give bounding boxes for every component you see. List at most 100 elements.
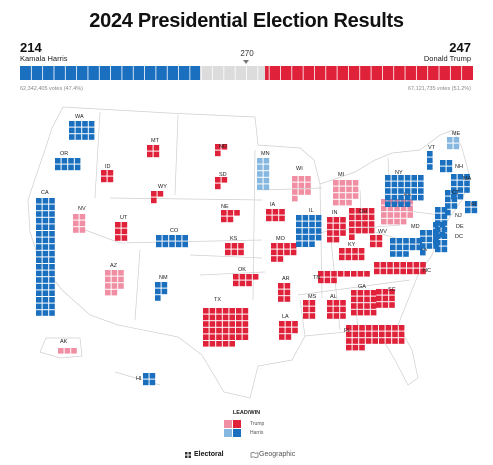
state-ga[interactable]: GA (351, 284, 377, 316)
state-la[interactable]: LA (279, 314, 298, 340)
electoral-vote-square (392, 325, 398, 331)
state-ut[interactable]: UT (115, 215, 128, 241)
electoral-vote-square (409, 244, 416, 251)
state-wa[interactable]: WA (69, 114, 95, 140)
electoral-vote-square (107, 170, 114, 176)
state-ak[interactable]: AK (58, 339, 77, 354)
electoral-vote-square (390, 251, 396, 257)
state-mi[interactable]: MI (333, 172, 359, 206)
electoral-vote-square (68, 158, 74, 164)
electoral-vote-square (216, 308, 222, 314)
electoral-vote-square (457, 174, 464, 180)
state-az[interactable]: AZ (105, 263, 124, 296)
state-ny[interactable]: NY (385, 170, 424, 207)
electoral-map: WA OR CA NV ID MT WY UT AZ CO NM ND SD NE KS OK TX MN IA MO… (27, 106, 478, 399)
state-ms[interactable]: MS (303, 294, 317, 319)
electoral-vote-square (426, 243, 433, 249)
state-ar[interactable]: AR (278, 276, 291, 302)
electoral-vote-square (277, 256, 284, 262)
electoral-vote-square (407, 212, 413, 218)
state-il[interactable]: IL (296, 208, 322, 247)
electoral-vote-square (333, 199, 339, 206)
state-wv[interactable]: WV (370, 229, 387, 248)
state-ks[interactable]: KS (225, 236, 244, 256)
electoral-vote-square (115, 222, 121, 228)
electoral-vote-square (351, 271, 357, 277)
state-tn[interactable]: TN (313, 271, 370, 284)
electoral-vote-square (324, 271, 331, 277)
electoral-vote-square (157, 191, 164, 197)
state-co[interactable]: CO (156, 228, 188, 248)
electoral-vote-square (209, 321, 216, 327)
geographic-view-button[interactable]: Geographic (248, 448, 321, 462)
electoral-vote-square (42, 217, 49, 224)
state-label: MN (261, 151, 270, 157)
state-mo[interactable]: MO (271, 236, 297, 262)
state-wy[interactable]: WY (151, 184, 167, 204)
state-ct[interactable]: CT (445, 190, 460, 216)
electoral-vote-square (315, 215, 322, 221)
map-icon (250, 452, 259, 458)
electoral-vote-square (55, 158, 61, 164)
state-dc[interactable]: DC (433, 232, 463, 245)
electoral-vote-square (379, 331, 385, 338)
electoral-vote-square (358, 254, 365, 261)
state-tx[interactable]: TX (203, 297, 249, 347)
state-wi[interactable]: WI (292, 166, 311, 202)
electoral-vote-square (394, 218, 400, 225)
electoral-vote-square (327, 223, 333, 230)
electoral-view-button[interactable]: Electoral (183, 448, 248, 462)
electoral-vote-square (420, 262, 426, 268)
state-label: UT (120, 215, 128, 221)
state-nd[interactable]: ND (215, 144, 228, 157)
state-vt[interactable]: VT (427, 145, 436, 170)
state-al[interactable]: AL (327, 294, 346, 319)
electoral-vote-square (464, 187, 470, 193)
state-sc[interactable]: SC (376, 287, 396, 308)
electoral-vote-square (433, 232, 439, 238)
electoral-vote-square (381, 199, 387, 205)
state-oh[interactable]: OH (349, 208, 375, 240)
electoral-vote-square (49, 198, 55, 204)
state-nv[interactable]: NV (73, 206, 86, 233)
electoral-vote-square (257, 184, 263, 190)
electoral-vote-square (433, 222, 439, 228)
state-nh[interactable]: NH (440, 160, 463, 173)
electoral-vote-square (333, 217, 340, 223)
state-me[interactable]: ME (447, 131, 461, 150)
state-or[interactable]: OR (55, 151, 81, 171)
electoral-vote-square (309, 221, 315, 228)
state-hi[interactable]: HI (136, 373, 156, 386)
electoral-vote-square (73, 227, 79, 233)
electoral-vote-square (169, 241, 175, 248)
electoral-vote-square (376, 295, 382, 302)
state-ok[interactable]: OK (233, 267, 259, 287)
electoral-vote-square (389, 289, 395, 295)
state-fl[interactable]: FL (344, 325, 405, 351)
state-nm[interactable]: NM (155, 275, 168, 301)
state-mn[interactable]: MN (257, 151, 270, 190)
state-ne[interactable]: NE (221, 204, 240, 223)
state-sd[interactable]: SD (215, 172, 228, 190)
electoral-vote-square (453, 137, 460, 143)
state-ca[interactable]: CA (36, 190, 55, 316)
harris-name: Kamala Harris (20, 54, 68, 63)
electoral-vote-square (447, 143, 453, 150)
electoral-vote-square (358, 248, 365, 254)
state-ia[interactable]: IA (266, 202, 285, 222)
state-id[interactable]: ID (101, 164, 114, 183)
state-ri[interactable]: RI (465, 201, 478, 214)
state-in[interactable]: IN (327, 210, 346, 243)
state-mt[interactable]: MT (147, 138, 160, 158)
electoral-vote-square (290, 243, 297, 249)
state-ky[interactable]: KY (339, 242, 365, 261)
electoral-vote-square (222, 314, 229, 321)
electoral-vote-square (333, 230, 340, 236)
state-nc[interactable]: NC (374, 262, 431, 275)
electoral-vote-square (203, 334, 209, 340)
electoral-vote-square (118, 270, 124, 276)
electoral-vote-square (236, 321, 242, 327)
electoral-vote-square (357, 271, 364, 277)
state-label: TX (214, 297, 221, 303)
electoral-vote-square (229, 334, 235, 340)
